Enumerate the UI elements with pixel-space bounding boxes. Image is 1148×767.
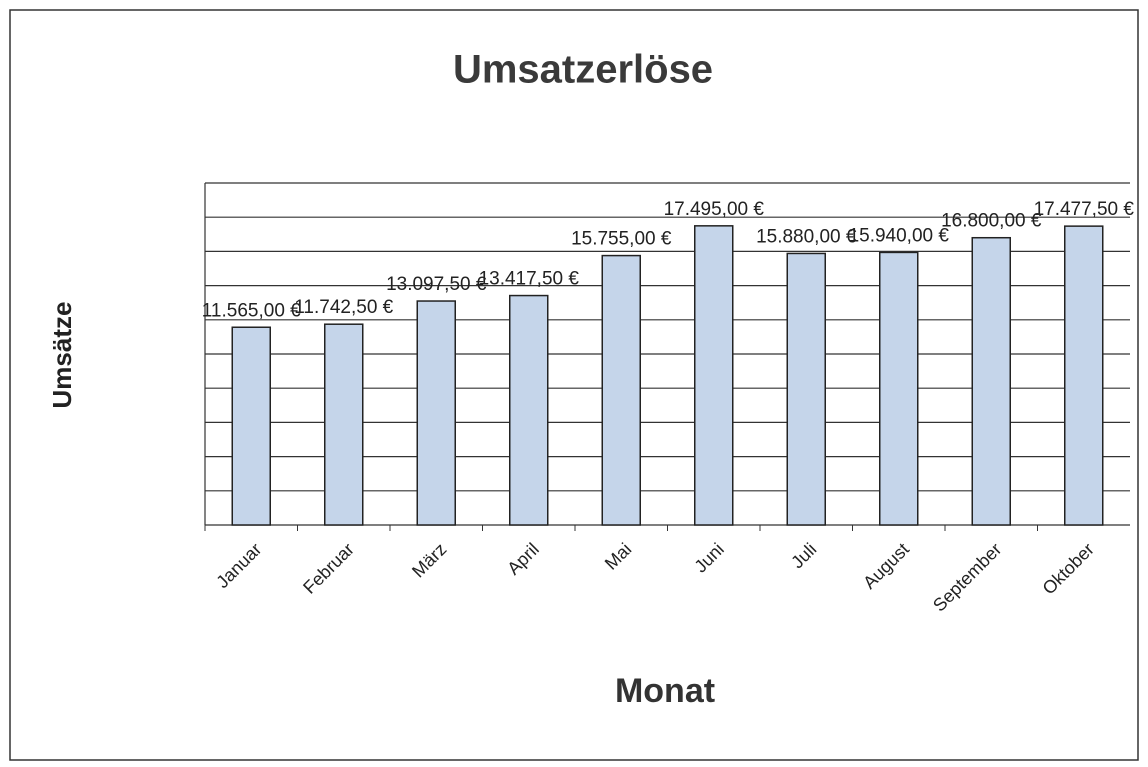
value-label: 15.755,00 € — [571, 229, 672, 250]
chart-frame — [9, 9, 1139, 761]
value-label: 11.565,00 € — [202, 300, 301, 321]
bar — [509, 294, 549, 526]
value-label: 15.940,00 € — [849, 225, 950, 246]
value-label: 13.417,50 € — [479, 269, 580, 290]
bar — [786, 252, 826, 526]
bar — [231, 326, 271, 526]
value-label: 16.800,00 € — [941, 211, 1042, 232]
bar — [879, 251, 919, 526]
chart-title: Umsatzerlöse — [453, 48, 713, 92]
bar — [601, 254, 641, 526]
bar — [694, 225, 734, 526]
bar — [1064, 225, 1104, 526]
y-axis-label: Umsätze — [47, 302, 77, 409]
bar — [324, 323, 364, 526]
value-label: 15.880,00 € — [756, 226, 857, 247]
value-label: 17.477,50 € — [1034, 199, 1135, 220]
value-label: 17.495,00 € — [664, 199, 765, 220]
value-label: 13.097,50 € — [386, 274, 487, 295]
bar — [971, 236, 1011, 526]
bar — [416, 300, 456, 526]
value-label: 11.742,50 € — [294, 297, 393, 318]
x-axis-label: Monat — [615, 672, 715, 710]
